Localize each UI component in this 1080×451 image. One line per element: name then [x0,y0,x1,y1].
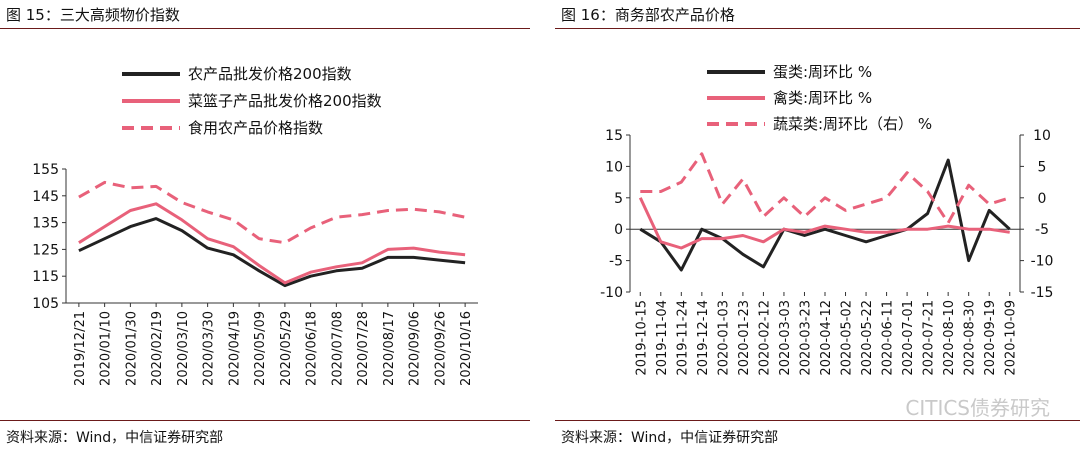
series-line-3 [640,152,1011,225]
left-bottom-rule [0,420,530,421]
legend-label-3: 食用农产品价格指数 [188,119,323,137]
y-tick-label: -5 [609,254,623,270]
y2-tick-label: -15 [1031,285,1054,301]
x-tick-label: 2020/07/28 [356,311,371,386]
legend-label-2: 菜篮子产品批发价格200指数 [188,92,382,110]
y2-tick-label: -10 [1031,254,1054,270]
x-tick-label: 2019-11-24 [675,300,690,376]
x-tick-label: 2020/02/19 [150,311,165,386]
y-tick-label: -10 [600,285,623,301]
x-tick-label: 2020-03-23 [798,300,813,376]
y-tick-label: 15 [605,128,623,144]
y-tick-label: 155 [32,162,59,178]
left-chart-source: 资料来源：Wind，中信证券研究部 [6,430,224,446]
x-tick-label: 2020-02-12 [757,300,772,376]
y-tick-label: 135 [32,216,59,232]
x-tick-label: 2020/01/10 [99,311,114,386]
x-tick-label: 2020-06-11 [881,300,896,376]
y-tick-label: 0 [614,222,623,238]
right-chart-panel: 图 16：商务部农产品价格 -10 -5 0 5 10 15 -15 -10 -5 0 5 10 201… [555,0,1080,451]
left-top-rule [0,28,530,29]
x-tick-label: 2020/05/09 [253,311,268,386]
right-bottom-rule [555,420,1080,421]
y-tick-label: 115 [32,269,59,285]
x-tick-label: 2020-01-03 [716,300,731,376]
y-tick-label: 125 [32,242,59,258]
x-tick-label: 2020/01/30 [124,311,139,386]
right-chart-title: 图 16：商务部农产品价格 [561,6,735,24]
x-tick-label: 2020/03/30 [202,311,217,386]
x-tick-label: 2020/09/06 [408,311,423,386]
x-tick-label: 2019-12-14 [696,300,711,376]
x-tick-label: 2020/07/08 [330,311,345,386]
x-tick-label: 2020-05-22 [860,300,875,376]
x-tick-label: 2020/05/29 [279,311,294,386]
x-tick-label: 2019-11-04 [655,300,670,376]
x-tick-label: 2019/12/21 [73,311,88,386]
y2-tick-label: -5 [1035,222,1049,238]
left-chart-svg: 105 115 125 135 145 155 2019/12/21 2020/01/10 20… [32,65,478,386]
y2-tick-label: 5 [1038,159,1047,175]
legend-label-1: 农产品批发价格200指数 [188,65,352,83]
x-tick-label: 2020-07-01 [901,300,916,376]
y-tick-label: 5 [614,191,623,207]
left-chart-title: 图 15：三大高频物价指数 [6,6,180,24]
x-tick-label: 2020-07-21 [922,300,937,376]
right-top-rule [555,28,1080,29]
y-tick-label: 145 [32,189,59,205]
legend-label-2: 禽类:周环比 % [773,89,872,107]
x-tick-label: 2020-03-03 [778,300,793,376]
x-tick-label: 2020/03/10 [176,311,191,386]
y-tick-label: 10 [605,159,623,175]
x-tick-label: 2020/08/17 [382,311,397,386]
x-tick-label: 2020-05-02 [840,300,855,376]
x-tick-label: 2020/06/18 [305,311,320,386]
legend-label-3: 蔬菜类:周环比（右） % [773,115,932,133]
x-tick-label: 2020-08-30 [963,300,978,376]
watermark: CITICS债券研究 [905,396,1050,420]
x-tick-label: 2020-01-23 [737,300,752,376]
series-line-1 [78,217,466,288]
right-chart-svg: -10 -5 0 5 10 15 -15 -10 -5 0 5 10 2019-10-15 2019-11… [600,63,1054,376]
x-tick-label: 2020/04/19 [227,311,242,386]
y2-tick-label: 10 [1033,128,1051,144]
left-chart-panel: 图 15：三大高频物价指数 105 115 125 135 145 155 2019/12/… [0,0,530,451]
x-tick-label: 2020/10/16 [459,311,474,386]
x-tick-label: 2020-09-19 [983,300,998,376]
series-line-2 [638,197,1010,250]
y2-tick-label: 0 [1038,191,1047,207]
series-line-1 [639,158,1011,272]
x-tick-label: 2020/09/26 [433,311,448,386]
x-tick-label: 2020-08-10 [942,300,957,376]
y-tick-label: 105 [32,296,59,312]
series-line-3 [78,180,466,245]
x-tick-label: 2020-10-09 [1004,300,1019,376]
right-chart-source: 资料来源：Wind，中信证券研究部 [561,430,779,446]
series-line-2 [78,202,466,285]
x-tick-label: 2020-04-12 [819,300,834,376]
legend-label-1: 蛋类:周环比 % [773,63,872,81]
x-tick-label: 2019-10-15 [634,300,649,376]
